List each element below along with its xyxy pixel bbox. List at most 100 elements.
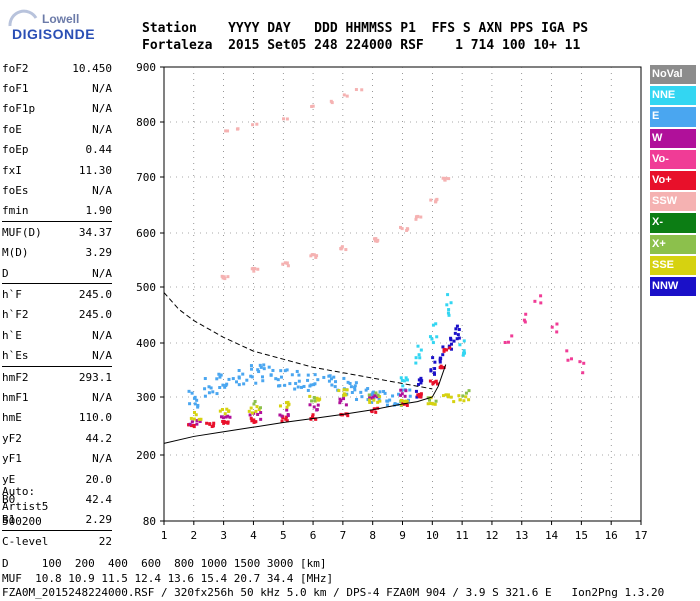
echo-point bbox=[429, 198, 433, 202]
echo-point bbox=[435, 382, 439, 386]
legend-item: NoVal bbox=[650, 65, 696, 85]
echo-point bbox=[434, 200, 438, 204]
param-row: h`Es N/A bbox=[2, 345, 112, 365]
param-name: C-level bbox=[2, 534, 49, 548]
param-row: D N/A bbox=[2, 263, 112, 283]
echo-point bbox=[215, 377, 219, 381]
autoscaling-info: Auto: Artist5 500200 bbox=[2, 484, 48, 529]
param-row: yE 20.0 bbox=[2, 469, 112, 489]
echo-point bbox=[285, 117, 289, 121]
echo-point bbox=[237, 383, 241, 387]
echo-point bbox=[431, 341, 435, 345]
param-value: 10.450 bbox=[72, 61, 112, 75]
echo-point bbox=[405, 228, 409, 232]
echo-point bbox=[294, 381, 298, 385]
param-value: N/A bbox=[92, 452, 112, 466]
echo-point bbox=[449, 342, 453, 346]
echo-point bbox=[250, 411, 254, 415]
param-name: h`F2 bbox=[2, 308, 29, 322]
echo-point bbox=[458, 343, 462, 347]
echo-point bbox=[188, 422, 192, 426]
echo-point bbox=[205, 421, 209, 425]
echo-point bbox=[221, 383, 225, 387]
echo-point bbox=[221, 416, 225, 420]
echo-point bbox=[224, 129, 228, 133]
echo-point bbox=[419, 381, 423, 385]
echo-point bbox=[452, 400, 456, 404]
param-name: fmin bbox=[2, 204, 29, 218]
y-tick-label: 80 bbox=[143, 515, 156, 528]
echo-point bbox=[416, 393, 420, 397]
echo-point bbox=[419, 348, 423, 352]
echo-point bbox=[218, 386, 222, 390]
param-separator bbox=[2, 365, 112, 367]
echo-point bbox=[190, 391, 194, 395]
echo-point bbox=[417, 353, 421, 357]
param-name: foEs bbox=[2, 184, 29, 198]
param-name: foEp bbox=[2, 143, 29, 157]
echo-point bbox=[419, 393, 423, 397]
echo-point bbox=[401, 384, 405, 388]
echo-point bbox=[399, 388, 403, 392]
digisonde-logo: Lowell DIGISONDE bbox=[6, 8, 136, 48]
echo-point bbox=[236, 127, 240, 131]
echo-point bbox=[419, 215, 423, 219]
echo-point bbox=[311, 415, 315, 419]
echo-point bbox=[334, 380, 338, 384]
echo-point bbox=[285, 261, 289, 265]
echo-point bbox=[253, 399, 257, 403]
y-tick-label: 700 bbox=[136, 171, 156, 184]
param-value: 11.30 bbox=[78, 163, 112, 177]
echo-point bbox=[312, 395, 316, 399]
param-separator bbox=[2, 529, 112, 531]
echo-point bbox=[467, 398, 471, 402]
echo-point bbox=[309, 417, 313, 421]
echo-point bbox=[400, 227, 404, 231]
echo-point bbox=[360, 88, 364, 92]
echo-point bbox=[284, 417, 288, 421]
plot-frame bbox=[163, 66, 642, 522]
echo-point bbox=[582, 361, 586, 365]
echo-point bbox=[523, 320, 527, 324]
echo-point bbox=[328, 374, 332, 378]
echo-point bbox=[445, 348, 449, 352]
param-row: foF2 10.450 bbox=[2, 58, 112, 78]
echo-point bbox=[370, 400, 374, 404]
echo-point bbox=[402, 379, 406, 383]
echo-point bbox=[257, 408, 261, 412]
echo-point bbox=[187, 389, 191, 393]
echo-point bbox=[405, 227, 409, 231]
echo-point bbox=[280, 414, 284, 418]
echo-point bbox=[344, 393, 348, 397]
echo-point bbox=[414, 217, 418, 221]
echo-point bbox=[306, 378, 310, 382]
echo-point bbox=[569, 357, 573, 361]
echo-point bbox=[441, 353, 445, 357]
echo-point bbox=[431, 323, 435, 327]
echo-point bbox=[223, 412, 227, 416]
param-name: foF1 bbox=[2, 82, 29, 96]
echo-point bbox=[260, 375, 264, 379]
echo-point bbox=[433, 380, 437, 384]
echo-point bbox=[295, 369, 299, 373]
param-name: foE bbox=[2, 122, 22, 136]
echo-point bbox=[283, 383, 287, 387]
param-row: yF2 44.2 bbox=[2, 428, 112, 448]
param-row: foF1 N/A bbox=[2, 78, 112, 98]
echo-point bbox=[218, 375, 222, 379]
station-header: Station YYYY DAY DDD HHMMSS P1 FFS S AXN… bbox=[142, 20, 588, 54]
echo-point bbox=[448, 346, 452, 350]
echo-point bbox=[462, 399, 466, 403]
echo-point bbox=[224, 415, 228, 419]
echo-point bbox=[433, 372, 437, 376]
echo-point bbox=[346, 414, 350, 418]
y-tick-label: 400 bbox=[136, 337, 156, 350]
echo-point bbox=[285, 368, 289, 372]
echo-point bbox=[420, 379, 424, 383]
echo-point bbox=[219, 373, 223, 377]
echo-point bbox=[196, 405, 200, 409]
echo-point bbox=[203, 387, 207, 391]
echo-point bbox=[189, 416, 193, 420]
param-row: M(D) 3.29 bbox=[2, 243, 112, 263]
echo-point bbox=[221, 276, 225, 280]
